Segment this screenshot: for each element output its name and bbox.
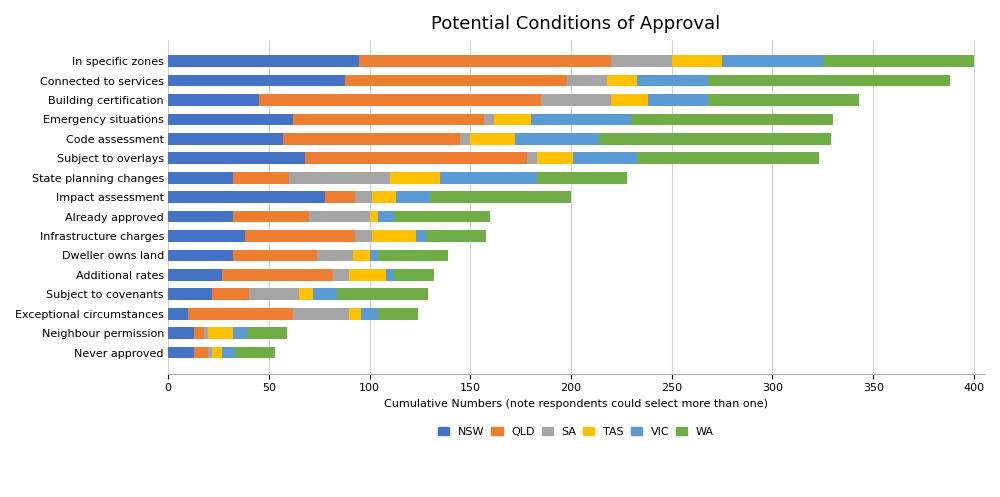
Bar	[537, 153, 573, 164]
Bar	[168, 153, 305, 164]
Bar	[611, 94, 648, 106]
Bar	[208, 328, 233, 339]
Bar	[567, 75, 607, 86]
Bar	[233, 211, 309, 222]
Bar	[233, 328, 247, 339]
Bar	[515, 133, 599, 145]
Bar	[345, 75, 567, 86]
Bar	[648, 94, 708, 106]
Bar	[168, 113, 293, 125]
Bar	[233, 172, 289, 183]
Bar	[386, 269, 394, 281]
Bar	[259, 94, 541, 106]
Bar	[353, 249, 370, 261]
Bar	[470, 133, 515, 145]
Bar	[607, 75, 637, 86]
Bar	[537, 172, 627, 183]
Bar	[531, 113, 631, 125]
Bar	[349, 269, 386, 281]
Bar	[722, 55, 823, 67]
Bar	[233, 249, 317, 261]
Bar	[372, 191, 396, 203]
Bar	[394, 269, 434, 281]
Bar	[313, 288, 337, 300]
Bar	[168, 94, 259, 106]
Bar	[440, 172, 537, 183]
Bar	[823, 55, 974, 67]
Bar	[378, 308, 418, 320]
Bar	[235, 347, 275, 358]
Bar	[370, 249, 378, 261]
Bar	[637, 153, 819, 164]
Bar	[460, 133, 470, 145]
Bar	[212, 347, 222, 358]
Legend: NSW, QLD, SA, TAS, VIC, WA: NSW, QLD, SA, TAS, VIC, WA	[434, 422, 718, 441]
Bar	[222, 347, 235, 358]
Bar	[430, 191, 571, 203]
Bar	[637, 75, 708, 86]
Bar	[245, 230, 355, 242]
Bar	[394, 211, 490, 222]
Bar	[672, 55, 722, 67]
Bar	[396, 191, 430, 203]
Title: Potential Conditions of Approval: Potential Conditions of Approval	[431, 15, 721, 33]
Bar	[212, 288, 249, 300]
Bar	[541, 94, 611, 106]
Bar	[299, 288, 313, 300]
Bar	[708, 94, 859, 106]
Bar	[527, 153, 537, 164]
Bar	[194, 347, 208, 358]
Bar	[359, 55, 611, 67]
Bar	[188, 308, 293, 320]
Bar	[390, 172, 440, 183]
Bar	[247, 328, 287, 339]
Bar	[599, 133, 831, 145]
Bar	[168, 328, 194, 339]
Bar	[293, 113, 484, 125]
Bar	[204, 328, 208, 339]
Bar	[222, 269, 333, 281]
Bar	[168, 249, 233, 261]
Bar	[317, 249, 353, 261]
Bar	[168, 133, 283, 145]
Bar	[194, 328, 204, 339]
Bar	[168, 55, 359, 67]
Bar	[611, 55, 672, 67]
Bar	[283, 133, 460, 145]
Bar	[309, 211, 370, 222]
Bar	[208, 347, 212, 358]
Bar	[293, 308, 349, 320]
Bar	[168, 347, 194, 358]
Bar	[289, 172, 390, 183]
Bar	[631, 113, 833, 125]
Bar	[168, 172, 233, 183]
Bar	[355, 191, 372, 203]
Bar	[168, 308, 188, 320]
Bar	[168, 75, 345, 86]
Bar	[168, 288, 212, 300]
Bar	[378, 249, 448, 261]
Bar	[708, 75, 950, 86]
Bar	[355, 230, 372, 242]
Bar	[337, 288, 428, 300]
Bar	[333, 269, 349, 281]
Bar	[325, 191, 355, 203]
Bar	[249, 288, 299, 300]
Bar	[168, 211, 233, 222]
Bar	[416, 230, 426, 242]
Bar	[168, 230, 245, 242]
X-axis label: Cumulative Numbers (note respondents could select more than one): Cumulative Numbers (note respondents cou…	[384, 399, 768, 409]
Bar	[168, 191, 325, 203]
Bar	[372, 230, 416, 242]
Bar	[573, 153, 637, 164]
Bar	[370, 211, 378, 222]
Bar	[378, 211, 394, 222]
Bar	[168, 269, 222, 281]
Bar	[494, 113, 531, 125]
Bar	[361, 308, 378, 320]
Bar	[426, 230, 486, 242]
Bar	[484, 113, 494, 125]
Bar	[305, 153, 527, 164]
Bar	[349, 308, 361, 320]
